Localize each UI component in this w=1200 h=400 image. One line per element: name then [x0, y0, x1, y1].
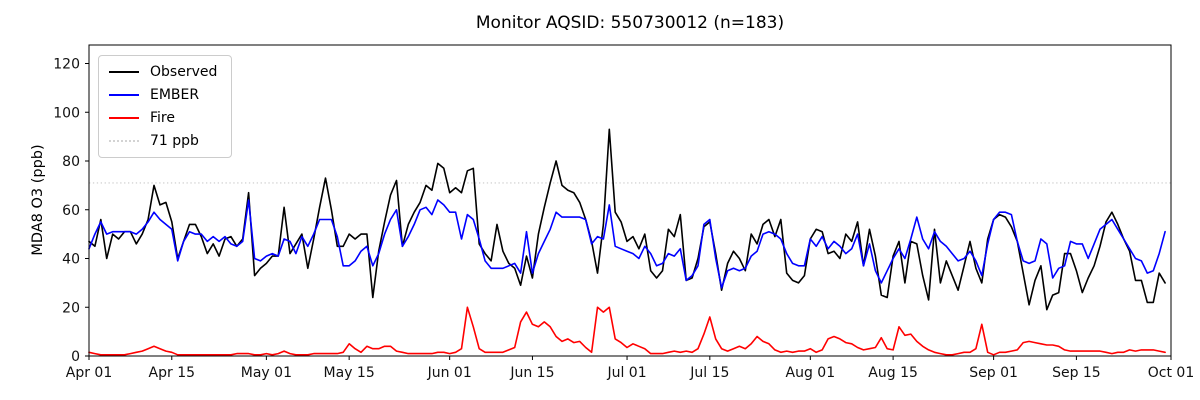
x-tick-label: Sep 01 [969, 365, 1018, 381]
axes-box [88, 44, 1172, 357]
x-tick-label: Sep 15 [1052, 365, 1101, 381]
legend: Observed EMBER Fire 71 ppb [98, 55, 233, 158]
legend-label-fire: Fire [150, 110, 175, 126]
series-line-ember [88, 199, 1166, 289]
x-tick-label: Apr 01 [66, 365, 112, 381]
legend-label-observed: Observed [150, 64, 218, 80]
y-tick-label: 60 [62, 203, 80, 219]
x-tick-label: May 15 [324, 365, 375, 381]
x-tick-label: Aug 15 [868, 365, 918, 381]
legend-label-ember: EMBER [150, 87, 200, 103]
legend-line-sample-observed [109, 71, 139, 73]
x-tick-label: Jul 01 [606, 365, 646, 381]
legend-label-71-ppb: 71 ppb [150, 133, 199, 149]
legend-entry-fire: Fire [109, 110, 217, 126]
legend-entry-71-ppb: 71 ppb [109, 133, 217, 149]
legend-entry-ember: EMBER [109, 87, 217, 103]
y-tick-label: 20 [62, 300, 80, 316]
x-tick-label: Jun 01 [427, 365, 472, 381]
series-line-fire [88, 306, 1166, 356]
y-tick-label: 100 [53, 105, 80, 121]
y-tick-label: 0 [71, 349, 80, 365]
x-tick-label: Jun 15 [509, 365, 554, 381]
y-tick-label: 120 [53, 57, 80, 73]
legend-line-sample-ember [109, 94, 139, 96]
legend-entry-observed: Observed [109, 64, 217, 80]
y-axis-title: MDA8 O3 (ppb) [30, 144, 46, 256]
y-tick-label: 40 [62, 252, 80, 268]
y-tick-label: 80 [62, 154, 80, 170]
x-tick-label: Oct 01 [1148, 365, 1194, 381]
legend-line-sample-fire [109, 117, 139, 119]
x-tick-label: Jul 15 [689, 365, 729, 381]
x-tick-label: Aug 01 [786, 365, 836, 381]
x-tick-label: Apr 15 [149, 365, 195, 381]
legend-line-sample-71-ppb [109, 140, 139, 142]
chart-title: Monitor AQSID: 550730012 (n=183) [475, 13, 785, 33]
x-tick-label: May 01 [241, 365, 292, 381]
